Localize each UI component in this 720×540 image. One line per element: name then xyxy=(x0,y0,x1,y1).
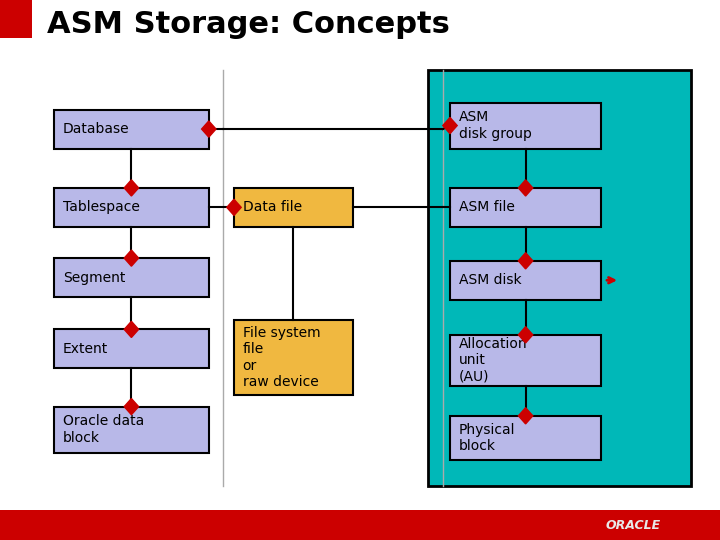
Text: Oracle data
block: Oracle data block xyxy=(63,415,144,444)
Text: Tablespace: Tablespace xyxy=(63,200,140,214)
Polygon shape xyxy=(518,180,533,196)
FancyBboxPatch shape xyxy=(428,70,691,486)
Text: ASM file: ASM file xyxy=(459,200,515,214)
Text: Physical
block: Physical block xyxy=(459,423,515,453)
Polygon shape xyxy=(124,180,138,196)
Polygon shape xyxy=(518,408,533,424)
Text: File system
file
or
raw device: File system file or raw device xyxy=(243,326,320,389)
Text: Database: Database xyxy=(63,122,130,136)
FancyBboxPatch shape xyxy=(450,103,601,148)
FancyBboxPatch shape xyxy=(54,329,209,368)
FancyBboxPatch shape xyxy=(54,258,209,297)
Text: Extent: Extent xyxy=(63,342,108,356)
Text: ORACLE: ORACLE xyxy=(606,519,661,532)
FancyBboxPatch shape xyxy=(54,407,209,453)
FancyBboxPatch shape xyxy=(234,188,353,227)
Text: ASM disk: ASM disk xyxy=(459,273,521,287)
Text: Allocation
unit
(AU): Allocation unit (AU) xyxy=(459,338,527,383)
Polygon shape xyxy=(518,253,533,269)
Text: Segment: Segment xyxy=(63,271,125,285)
Polygon shape xyxy=(227,199,241,215)
FancyBboxPatch shape xyxy=(234,320,353,395)
FancyBboxPatch shape xyxy=(54,110,209,148)
FancyBboxPatch shape xyxy=(0,510,720,540)
Text: Data file: Data file xyxy=(243,200,302,214)
Polygon shape xyxy=(443,117,457,134)
Polygon shape xyxy=(124,321,138,338)
Polygon shape xyxy=(124,399,138,415)
FancyBboxPatch shape xyxy=(0,0,32,38)
Text: ASM
disk group: ASM disk group xyxy=(459,111,531,140)
FancyBboxPatch shape xyxy=(450,335,601,386)
FancyBboxPatch shape xyxy=(450,188,601,227)
FancyBboxPatch shape xyxy=(54,188,209,227)
FancyBboxPatch shape xyxy=(450,416,601,460)
Polygon shape xyxy=(202,121,216,137)
Text: ASM Storage: Concepts: ASM Storage: Concepts xyxy=(47,10,450,39)
Polygon shape xyxy=(124,250,138,266)
FancyBboxPatch shape xyxy=(450,261,601,300)
Polygon shape xyxy=(518,327,533,343)
